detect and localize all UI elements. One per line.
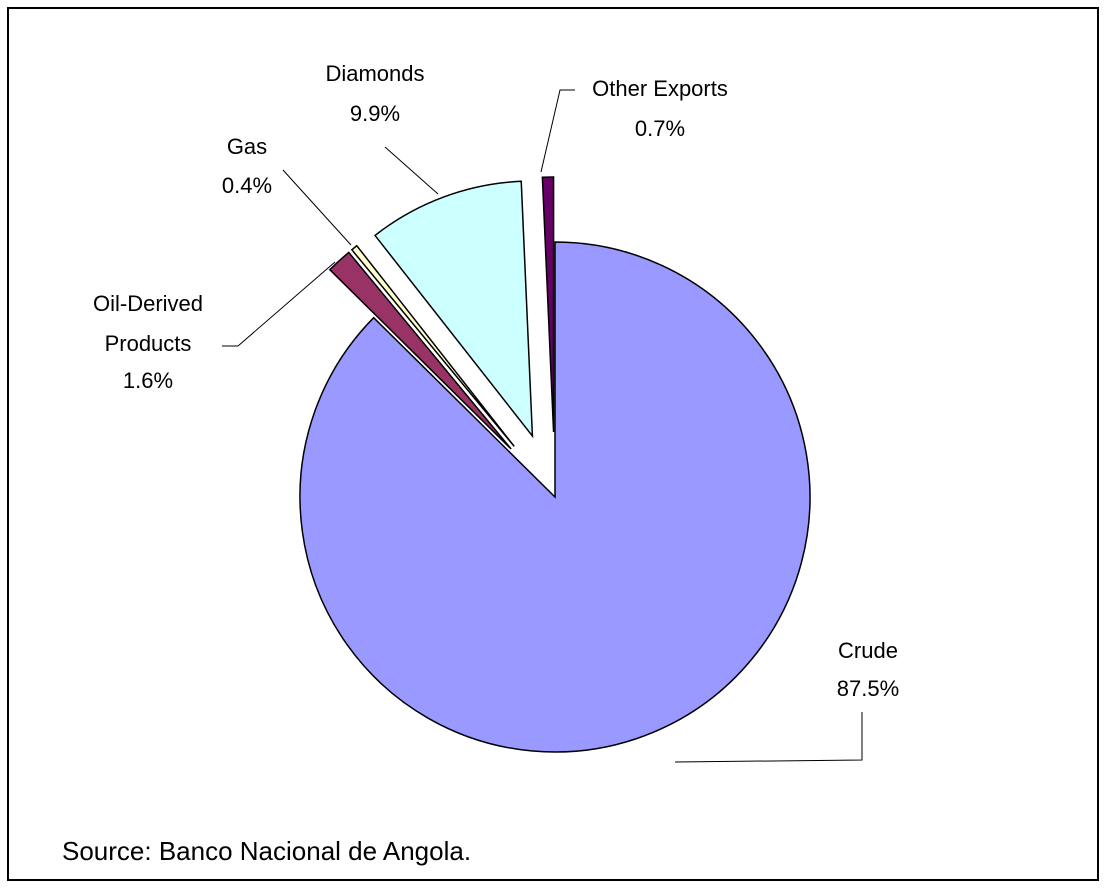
leader-line (674, 712, 863, 763)
pie-slice (373, 180, 534, 439)
leader-line (282, 169, 352, 246)
leader-line (540, 89, 575, 173)
leader-line (222, 261, 336, 347)
slice-label: Oil-Derived (93, 291, 203, 316)
value-label: 1.6% (123, 368, 173, 393)
value-label: 87.5% (837, 676, 899, 701)
slice-label: Crude (838, 638, 898, 663)
slice-label: Products (105, 331, 192, 356)
slice-label: Other Exports (592, 76, 728, 101)
slice-label: Gas (227, 134, 267, 159)
source-note: Source: Banco Nacional de Angola. (62, 836, 471, 866)
pie-slice (328, 251, 512, 450)
pie-slice (350, 244, 515, 447)
slice-label: Diamonds (325, 61, 424, 86)
value-label: 9.9% (350, 101, 400, 126)
pie-slice (541, 176, 555, 433)
value-label: 0.4% (222, 173, 272, 198)
value-label: 0.7% (635, 116, 685, 141)
pie-slice (299, 241, 811, 753)
leader-line (384, 146, 439, 195)
